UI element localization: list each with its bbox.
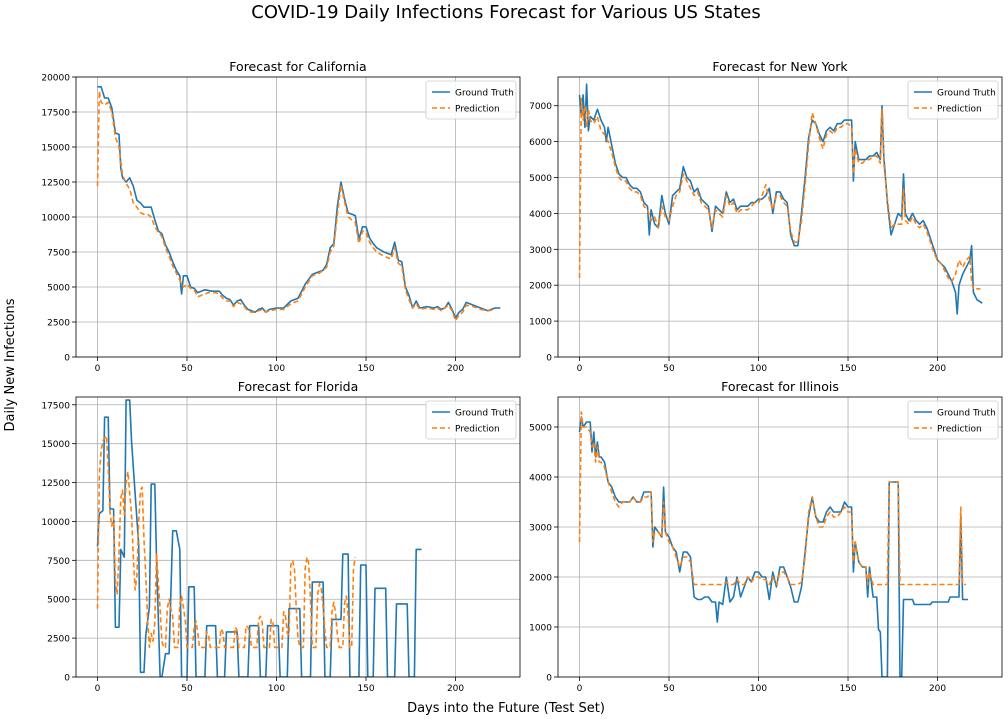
legend-box bbox=[907, 80, 999, 120]
y-tick-label: 6000 bbox=[529, 138, 552, 148]
y-tick-label: 5000 bbox=[47, 284, 70, 294]
x-tick-label: 200 bbox=[929, 684, 946, 694]
new-york-prediction-line bbox=[578, 97, 981, 290]
figure-ylabel: Daily New Infections bbox=[3, 298, 18, 431]
subplot-florida: 0 2500 5000 7500 10000 12500 15000 17500 0 50 100 1… bbox=[41, 379, 521, 694]
y-tick-label: 4000 bbox=[529, 474, 552, 484]
x-tick-label: 150 bbox=[839, 684, 856, 694]
x-tick-label: 50 bbox=[181, 364, 193, 374]
y-tick-label: 10000 bbox=[41, 214, 70, 224]
y-tick-label: 2500 bbox=[47, 319, 70, 329]
y-tick-label: 7500 bbox=[47, 557, 70, 567]
y-tick-label: 2500 bbox=[47, 635, 70, 645]
y-tick-label: 3000 bbox=[529, 524, 552, 534]
y-tick-label: 3000 bbox=[529, 246, 552, 256]
legend-box bbox=[425, 80, 517, 120]
x-tick-label: 100 bbox=[750, 684, 767, 694]
florida-prediction-line bbox=[96, 435, 357, 649]
x-tick-label: 200 bbox=[447, 364, 464, 374]
x-tick-label: 150 bbox=[357, 364, 374, 374]
legend-prediction-label: Prediction bbox=[937, 425, 982, 435]
y-tick-label: 17500 bbox=[41, 401, 70, 411]
legend-prediction-label: Prediction bbox=[937, 105, 982, 115]
plot-frame bbox=[75, 76, 521, 358]
y-tick-label: 15000 bbox=[41, 144, 70, 154]
y-tick-label: 20000 bbox=[41, 74, 70, 84]
y-tick-label: 0 bbox=[64, 354, 70, 364]
x-tick-label: 50 bbox=[663, 684, 675, 694]
x-tick-label: 0 bbox=[577, 684, 583, 694]
plot-frame bbox=[75, 396, 521, 678]
california-ground-truth-line bbox=[97, 86, 501, 319]
x-tick-label: 0 bbox=[577, 364, 583, 374]
y-tick-label: 2000 bbox=[529, 282, 552, 292]
y-tick-label: 1000 bbox=[529, 318, 552, 328]
x-tick-label: 200 bbox=[447, 684, 464, 694]
illinois-prediction-line bbox=[578, 411, 967, 586]
plot-frame bbox=[557, 396, 1003, 678]
x-tick-label: 150 bbox=[357, 684, 374, 694]
figure-xlabel: Days into the Future (Test Set) bbox=[407, 701, 605, 716]
y-tick-label: 15000 bbox=[41, 440, 70, 450]
y-tick-label: 2000 bbox=[529, 574, 552, 584]
legend-ground-truth-label: Ground Truth bbox=[937, 89, 996, 99]
subplot-title: Forecast for California bbox=[229, 59, 366, 74]
subplot-title: Forecast for Illinois bbox=[721, 379, 839, 394]
y-tick-label: 5000 bbox=[529, 424, 552, 434]
x-tick-label: 100 bbox=[750, 364, 767, 374]
x-tick-label: 0 bbox=[95, 364, 101, 374]
plot-area bbox=[558, 397, 1002, 677]
x-tick-label: 100 bbox=[268, 684, 285, 694]
x-tick-label: 50 bbox=[663, 364, 675, 374]
subplot-illinois: 0 1000 2000 3000 4000 5000 0 50 100 150 200 Forecas… bbox=[529, 379, 1003, 694]
subplot-new-york: 0 1000 2000 3000 4000 5000 6000 7000 0 50 100 150 20… bbox=[529, 59, 1003, 374]
y-tick-label: 5000 bbox=[47, 596, 70, 606]
new-york-ground-truth-line bbox=[578, 83, 983, 315]
california-prediction-line bbox=[96, 90, 496, 322]
x-tick-label: 100 bbox=[268, 364, 285, 374]
legend-ground-truth-label: Ground Truth bbox=[937, 409, 996, 419]
x-tick-label: 50 bbox=[181, 684, 193, 694]
subplot-title: Forecast for Florida bbox=[238, 379, 359, 394]
y-tick-label: 12500 bbox=[41, 179, 70, 189]
x-tick-label: 200 bbox=[929, 364, 946, 374]
figure-title: COVID-19 Daily Infections Forecast for V… bbox=[251, 2, 760, 23]
y-tick-label: 0 bbox=[546, 674, 552, 684]
y-tick-label: 17500 bbox=[41, 109, 70, 119]
y-tick-label: 1000 bbox=[529, 624, 552, 634]
y-tick-label: 7500 bbox=[47, 249, 70, 259]
legend-box bbox=[425, 400, 517, 440]
y-tick-label: 12500 bbox=[41, 479, 70, 489]
legend-ground-truth-label: Ground Truth bbox=[455, 89, 514, 99]
y-tick-label: 4000 bbox=[529, 210, 552, 220]
subplot-california: 0 2500 5000 7500 10000 12500 15000 17500 20000 0 5… bbox=[41, 59, 521, 374]
plot-frame bbox=[557, 76, 1003, 358]
legend-prediction-label: Prediction bbox=[455, 105, 500, 115]
legend-prediction-label: Prediction bbox=[455, 425, 500, 435]
florida-ground-truth-line bbox=[96, 399, 422, 677]
y-tick-label: 0 bbox=[64, 674, 70, 684]
legend-box bbox=[907, 400, 999, 440]
legend-ground-truth-label: Ground Truth bbox=[455, 409, 514, 419]
x-tick-label: 150 bbox=[839, 364, 856, 374]
x-tick-label: 0 bbox=[95, 684, 101, 694]
y-tick-label: 0 bbox=[546, 354, 552, 364]
plot-area bbox=[558, 77, 1002, 357]
y-tick-label: 10000 bbox=[41, 518, 70, 528]
subplot-title: Forecast for New York bbox=[712, 59, 848, 74]
y-tick-label: 7000 bbox=[529, 102, 552, 112]
y-tick-label: 5000 bbox=[529, 174, 552, 184]
